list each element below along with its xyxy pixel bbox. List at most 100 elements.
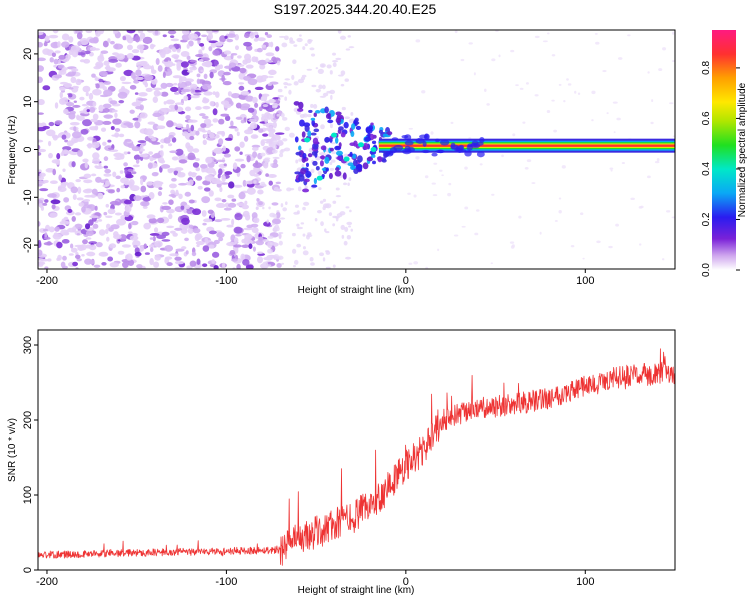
noise-blob [114,156,123,161]
noise-blob [245,64,254,69]
noise-blob [561,165,566,169]
noise-blob [278,240,283,246]
noise-blob [282,116,288,121]
noise-blob [324,228,327,233]
spectrogram-y-ticks: -20 -10 0 10 20 [22,48,38,253]
noise-blob [577,92,581,96]
spectrogram-y-tick-label-1: -10 [22,189,34,205]
noise-blob [166,120,174,128]
snr-panel: -200 -100 0 100 0 100 200 300 Height of straig… [7,329,676,596]
noise-blob [230,92,241,99]
snr-y-tick-label-1: 100 [22,486,34,504]
noise-blob [105,215,113,219]
transition-blob [357,155,363,163]
noise-blob [61,239,70,244]
noise-blob [253,217,260,224]
noise-blob [166,262,173,267]
noise-blob [319,252,325,257]
snr-y-axis-label: SNR (10 * v/v) [7,418,18,482]
noise-blob [439,169,443,172]
noise-blob [134,251,142,257]
noise-blob [178,193,183,200]
noise-blob [107,139,112,143]
noise-blob [309,47,315,51]
noise-blob [107,256,114,262]
noise-blob [262,76,267,81]
noise-blob [330,94,333,100]
noise-blob [190,95,200,99]
transition-blob [350,130,355,138]
noise-blob [47,193,57,198]
noise-blob [221,174,226,183]
noise-blob [256,197,260,202]
noise-blob [275,211,281,219]
transition-blob [325,167,329,172]
noise-blob [563,100,566,103]
noise-blob [115,175,121,180]
noise-blob [263,127,273,131]
noise-blob [184,191,192,197]
noise-blob [454,30,458,34]
transition-blob [362,162,369,170]
transition-blob [338,126,344,131]
noise-blob [331,151,336,155]
noise-blob [54,50,61,54]
noise-blob [344,226,349,232]
noise-blob [235,102,242,109]
noise-blob [332,215,337,219]
transition-blob [324,106,329,114]
noise-blob [134,92,139,95]
noise-blob [197,185,203,190]
noise-blob [647,175,651,179]
noise-blob [137,98,148,101]
noise-blob [610,169,613,172]
noise-blob [267,235,274,239]
noise-blob [75,178,81,183]
noise-blob [267,248,273,254]
noise-blob [135,69,142,77]
noise-blob [174,102,184,105]
noise-blob [437,248,440,252]
noise-blob [284,78,291,81]
noise-blob [278,231,284,235]
noise-blob [510,49,515,53]
noise-blob [126,30,136,34]
noise-blob [82,119,92,127]
noise-blob [239,141,245,148]
noise-blob [138,116,142,122]
noise-blob [220,113,230,117]
noise-blob [135,105,143,110]
noise-blob [64,139,69,143]
noise-blob [501,154,504,158]
noise-blob [271,202,279,206]
noise-blob [56,257,61,261]
noise-blob [71,131,82,139]
noise-blob [169,253,180,257]
noise-blob [168,143,173,147]
noise-blob [215,203,226,209]
noise-blob [245,95,254,102]
noise-blob [62,168,66,172]
noise-blob [52,134,58,141]
noise-blob [558,197,562,200]
noise-blob [38,31,44,36]
noise-blob [269,242,276,246]
noise-blob [184,78,195,83]
noise-blob [484,88,487,92]
noise-blob [146,214,156,219]
transition-blob [334,145,341,151]
noise-blob [251,146,259,151]
noise-blob [62,255,67,261]
noise-blob [246,224,254,229]
noise-blob [168,134,174,139]
noise-blob [542,40,548,43]
noise-blob [203,73,208,79]
noise-blob [171,137,177,143]
noise-blob [206,129,212,135]
noise-blob [233,244,242,248]
signal-halo [476,151,485,158]
noise-blob [306,68,313,71]
noise-blob [143,243,147,250]
noise-blob [178,76,183,84]
